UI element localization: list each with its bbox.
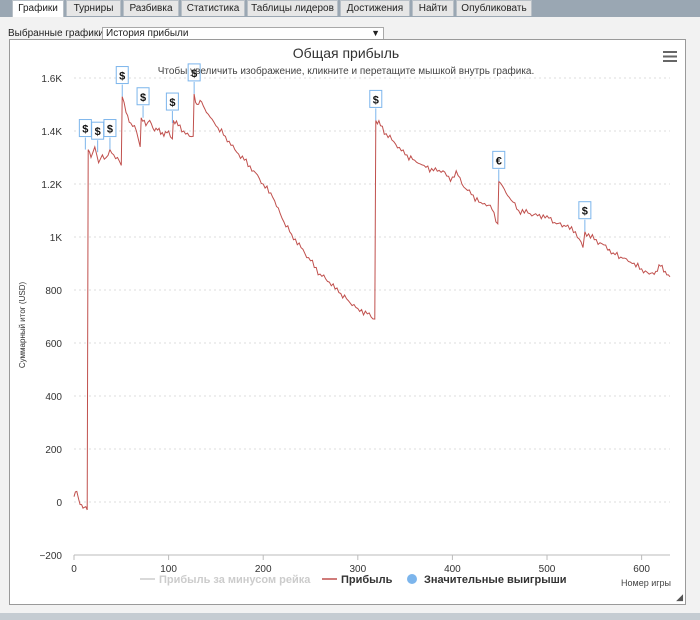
big-win-marker[interactable]: $ [78, 119, 92, 150]
y-tick-label: 600 [45, 339, 62, 350]
x-tick-label: 0 [71, 564, 77, 575]
marker-flag [578, 201, 592, 220]
marker-label: $ [107, 124, 113, 136]
x-tick-label: 300 [349, 564, 366, 575]
hamburger-icon [663, 51, 677, 53]
legend-label-profit: Прибыль [341, 574, 393, 586]
chart-selector-label: Выбранные графики: [8, 28, 107, 39]
tab-find[interactable]: Найти [412, 0, 454, 16]
x-tick-label: 400 [444, 564, 461, 575]
marker-label: $ [95, 126, 101, 138]
menu-button[interactable] [663, 51, 677, 62]
y-tick-label: 0 [56, 498, 62, 509]
big-win-marker[interactable]: $ [369, 89, 383, 121]
marker-label: € [496, 155, 502, 167]
y-tick-label: 200 [45, 445, 62, 456]
big-win-marker[interactable]: $ [136, 87, 150, 118]
chevron-down-icon: ▼ [371, 28, 380, 38]
tab-publish[interactable]: Опубликовать [456, 0, 532, 16]
marker-flag [492, 150, 506, 169]
chart-subtitle: Чтобы увеличить изображение, кликните и … [158, 65, 535, 77]
legend-label-rake: Прибыль за минусом рейка [159, 574, 311, 586]
marker-label: $ [373, 94, 379, 106]
y-tick-label: 400 [45, 392, 62, 403]
legend-label-big-wins: Значительные выигрыши [424, 574, 567, 586]
y-tick-label: 1K [50, 233, 63, 244]
chart-series [73, 93, 671, 511]
big-win-marker[interactable]: $ [578, 201, 592, 232]
big-win-marker[interactable]: $ [91, 121, 105, 153]
marker-flag [115, 66, 129, 85]
marker-label: $ [191, 68, 197, 80]
hamburger-icon-line [663, 55, 677, 58]
marker-label: $ [582, 206, 588, 218]
legend-item-rake[interactable]: Прибыль за минусом рейка [140, 574, 311, 586]
hamburger-icon-line [663, 60, 677, 62]
marker-label: $ [140, 92, 146, 104]
x-tick-label: 100 [160, 564, 177, 575]
chart-selector-value: История прибыли [106, 28, 189, 39]
tab-leaderboards[interactable]: Таблицы лидеров [247, 0, 338, 16]
chart-grid [74, 77, 670, 556]
marker-label: $ [82, 124, 88, 136]
legend-item-profit[interactable]: Прибыль [322, 574, 393, 586]
big-win-marker[interactable]: € [492, 150, 506, 182]
profit-chart[interactable]: −200 0 200 400 600 800 1K 1.2K 1.4K 1.6K 0 100 200 30… [10, 40, 685, 604]
tab-statistics[interactable]: Статистика [181, 0, 245, 16]
chart-axes: −200 0 200 400 600 800 1K 1.2K 1.4K 1.6K 0 100 200 30… [39, 74, 670, 575]
marker-flag [103, 119, 117, 138]
tab-breakdown[interactable]: Разбивка [123, 0, 179, 16]
big-win-marker[interactable]: $ [165, 92, 179, 124]
big-win-marker[interactable]: $ [187, 63, 201, 94]
marker-flag [136, 87, 150, 106]
tab-charts[interactable]: Графики [12, 0, 64, 17]
big-win-marker[interactable]: $ [115, 66, 129, 97]
chart-panel: −200 0 200 400 600 800 1K 1.2K 1.4K 1.6K 0 100 200 30… [9, 39, 686, 605]
y-axis-label: Суммарный итог (USD) [18, 282, 27, 369]
y-tick-label: 1.4K [41, 127, 62, 138]
marker-label: $ [169, 97, 175, 109]
x-tick-label: 500 [539, 564, 556, 575]
x-tick-label: 200 [255, 564, 272, 575]
marker-flag [187, 63, 201, 82]
legend-item-big-wins[interactable]: Значительные выигрыши [407, 574, 567, 586]
marker-label: $ [119, 71, 125, 83]
bottom-bar [0, 613, 700, 620]
chart-markers: $ $ $ $ $ $ $ $ € $ [78, 63, 592, 232]
tab-tournaments[interactable]: Турниры [66, 0, 121, 16]
resize-handle-icon[interactable]: ◢ [676, 592, 683, 602]
y-tick-label: 1.2K [41, 180, 62, 191]
legend-swatch-big-wins [407, 574, 417, 584]
y-tick-label: 1.6K [41, 74, 62, 85]
chart-legend: Прибыль за минусом рейка Прибыль Значите… [140, 574, 567, 586]
marker-flag [369, 89, 383, 108]
x-axis-label: Номер игры [621, 578, 671, 588]
tab-bar: Графики Турниры Разбивка Статистика Табл… [0, 0, 700, 17]
marker-flag [165, 92, 179, 111]
big-win-marker[interactable]: $ [103, 119, 117, 150]
x-tick-label: 600 [633, 564, 650, 575]
y-tick-label: 800 [45, 286, 62, 297]
tab-achievements[interactable]: Достижения [340, 0, 410, 16]
chart-title: Общая прибыль [293, 45, 399, 61]
y-tick-label: −200 [39, 551, 62, 562]
profit-line [73, 93, 671, 511]
